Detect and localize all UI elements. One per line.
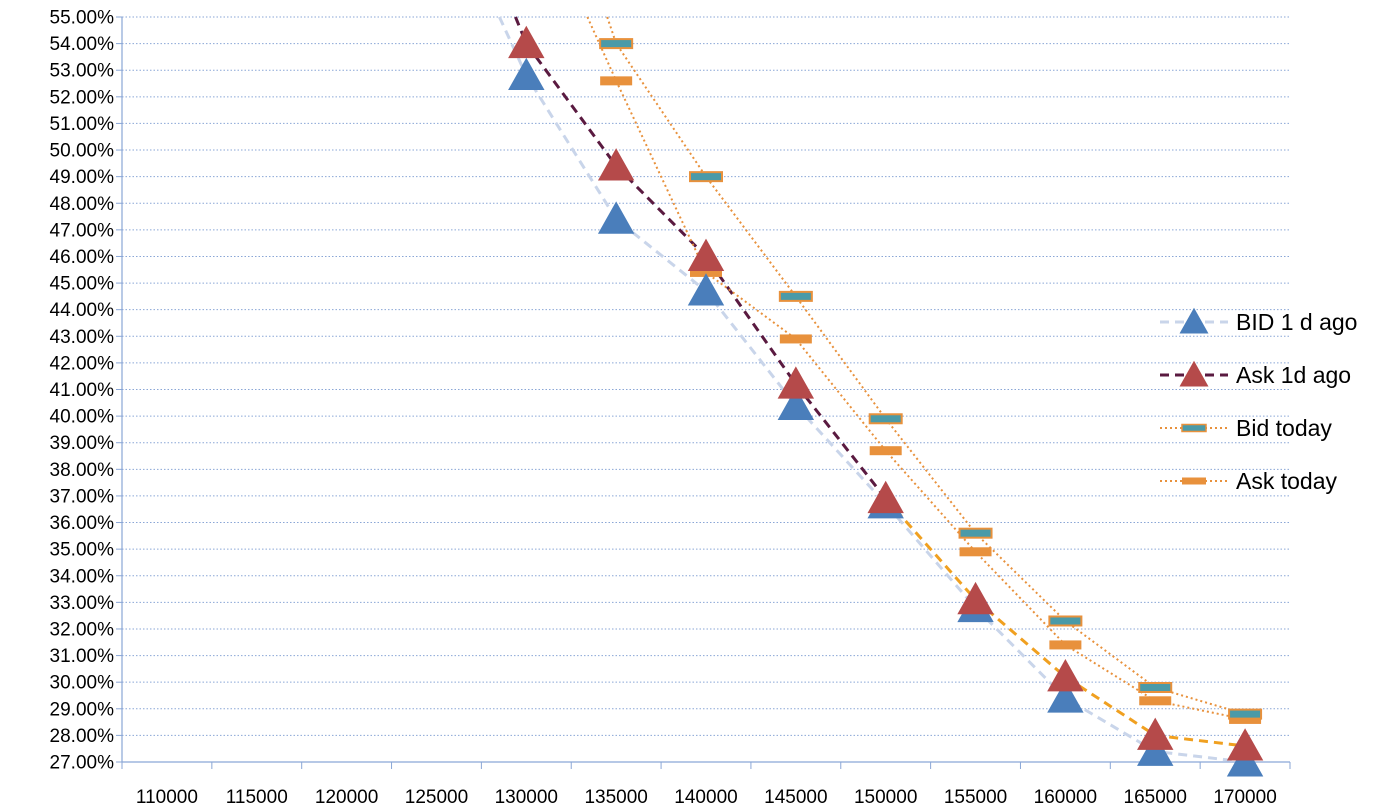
data-point <box>600 76 633 86</box>
x-tick-label: 155000 <box>944 787 1007 808</box>
data-point <box>869 446 902 456</box>
axes <box>116 16 1291 769</box>
y-axis-tick-labels: 27.00% 28.00% 29.00% 30.00% 31.00% 32.00% 33.0… <box>50 8 115 774</box>
x-tick-label: 115000 <box>226 787 288 808</box>
y-tick-label: 36.00% <box>50 513 115 534</box>
data-point <box>777 366 815 399</box>
x-tick-label: 165000 <box>1124 787 1187 808</box>
data-point <box>959 547 992 557</box>
y-tick-label: 43.00% <box>50 327 115 348</box>
data-point <box>599 38 634 50</box>
data-point <box>868 413 903 425</box>
legend-entry: Ask 1d ago <box>1160 360 1351 388</box>
y-tick-label: 45.00% <box>50 274 115 295</box>
y-tick-label: 40.00% <box>50 407 115 428</box>
y-tick-label: 47.00% <box>50 220 115 241</box>
series-line-2 <box>606 16 1246 716</box>
data-point <box>779 334 812 344</box>
y-tick-label: 31.00% <box>50 646 115 667</box>
data-point <box>958 527 993 539</box>
data-point <box>1226 728 1264 761</box>
data-point <box>597 148 635 181</box>
x-tick-label: 130000 <box>495 787 558 808</box>
legend: BID 1 d ago Ask 1d ago Bid today Ask today <box>1160 307 1357 494</box>
y-tick-label: 42.00% <box>50 353 115 374</box>
legend-marker <box>1182 477 1206 485</box>
y-tick-label: 53.00% <box>50 61 115 82</box>
data-point <box>687 238 725 271</box>
data-point <box>1047 680 1084 713</box>
data-point <box>1137 717 1174 750</box>
legend-label: BID 1 d ago <box>1236 309 1357 335</box>
data-point <box>508 25 545 59</box>
legend-marker <box>1179 360 1209 387</box>
data-point <box>957 581 994 615</box>
data-point <box>690 267 722 277</box>
data-point <box>597 201 635 234</box>
legend-label: Bid today <box>1236 415 1332 441</box>
data-point <box>1139 696 1172 706</box>
x-axis-tick-labels: 110000 115000 120000 125000 130000 135000 1400… <box>136 787 1277 808</box>
data-point <box>1228 708 1263 720</box>
y-tick-label: 29.00% <box>50 699 115 720</box>
data-point <box>687 273 725 306</box>
data-point <box>777 387 815 420</box>
data-point <box>1049 640 1082 650</box>
x-tick-label: 135000 <box>584 787 647 808</box>
legend-entry: Bid today <box>1160 415 1332 441</box>
data-point <box>508 57 545 91</box>
legend-marker <box>1181 423 1207 433</box>
x-tick-label: 110000 <box>136 787 198 808</box>
legend-marker <box>1179 307 1209 334</box>
y-tick-label: 32.00% <box>50 619 115 640</box>
y-tick-label: 44.00% <box>50 300 115 321</box>
y-tick-label: 51.00% <box>50 114 115 135</box>
legend-label: Ask today <box>1236 468 1337 494</box>
y-tick-label: 41.00% <box>50 380 115 401</box>
legend-entry: BID 1 d ago <box>1160 307 1357 335</box>
y-tick-label: 27.00% <box>50 753 115 774</box>
data-point <box>689 171 723 183</box>
y-tick-label: 37.00% <box>50 486 115 507</box>
data-point <box>867 480 904 514</box>
series-line-3 <box>586 16 1246 721</box>
series-markers <box>508 25 1264 777</box>
legend-label: Ask 1d ago <box>1236 362 1351 388</box>
x-tick-label: 150000 <box>854 787 917 808</box>
data-point <box>1226 744 1264 777</box>
y-tick-label: 55.00% <box>50 8 115 29</box>
data-point <box>1048 615 1083 627</box>
data-point <box>1138 682 1173 693</box>
y-tick-label: 33.00% <box>50 593 115 614</box>
data-point <box>1137 733 1174 766</box>
y-tick-label: 39.00% <box>50 433 115 454</box>
y-tick-label: 34.00% <box>50 566 115 587</box>
gridlines <box>122 16 1290 736</box>
y-tick-label: 50.00% <box>50 141 115 162</box>
y-tick-label: 30.00% <box>50 673 115 694</box>
plot-area <box>498 16 1264 777</box>
legend-entry: Ask today <box>1160 468 1337 494</box>
x-tick-label: 140000 <box>674 787 737 808</box>
x-tick-label: 125000 <box>405 787 468 808</box>
y-tick-label: 38.00% <box>50 460 115 481</box>
series-line-0 <box>498 16 1246 762</box>
y-tick-label: 28.00% <box>50 726 115 747</box>
y-tick-label: 35.00% <box>50 540 115 561</box>
x-tick-label: 170000 <box>1213 787 1276 808</box>
x-tick-label: 160000 <box>1034 787 1097 808</box>
y-tick-label: 48.00% <box>50 194 115 215</box>
x-tick-label: 145000 <box>764 787 827 808</box>
data-point <box>1047 659 1084 692</box>
series-line-1-lower <box>884 497 1246 748</box>
y-tick-label: 54.00% <box>50 34 115 55</box>
y-tick-label: 46.00% <box>50 247 115 268</box>
data-point <box>778 290 813 302</box>
y-tick-label: 49.00% <box>50 167 115 188</box>
x-tick-label: 120000 <box>315 787 378 808</box>
y-tick-label: 52.00% <box>50 87 115 108</box>
